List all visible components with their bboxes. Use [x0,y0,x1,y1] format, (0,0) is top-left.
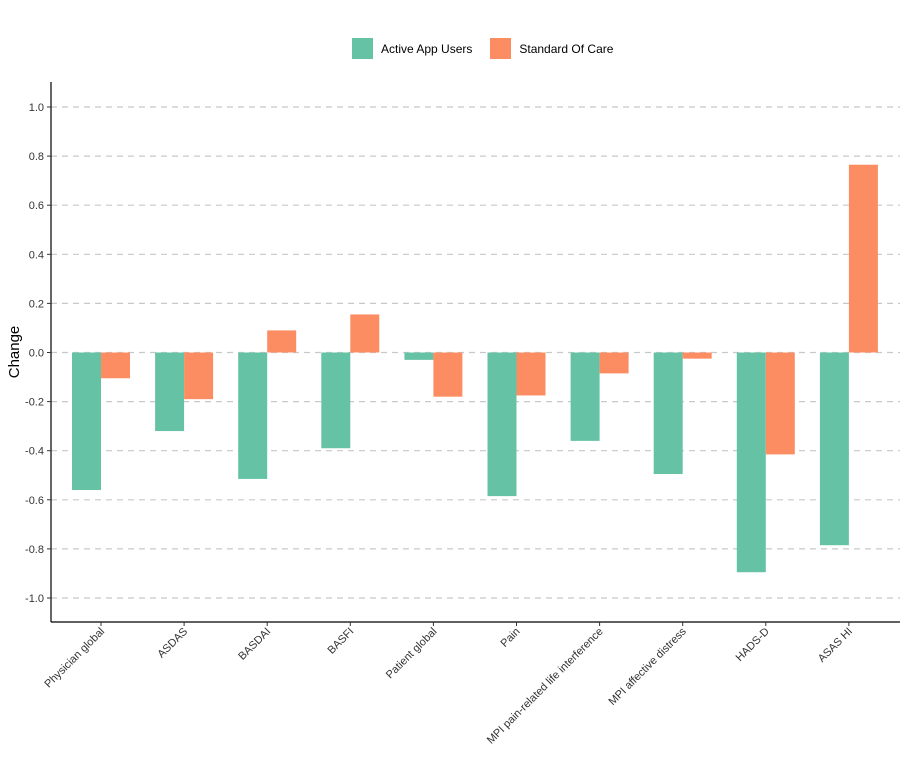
legend-swatch-active-app-users [352,38,373,59]
x-tick-label-basdai: BASDAI [236,626,273,663]
axes [50,82,900,623]
bar-standard-of-care-asdas [184,352,214,400]
x-tick-label-basfi: BASFI [325,626,356,657]
bar-active-app-users-asdas [155,352,185,432]
bar-standard-of-care-physician-global [101,352,130,379]
bar-standard-of-care-mpi-affective-distress [682,352,712,359]
y-tick-label: -0.4 [25,446,44,458]
bar-active-app-users-mpi-pain-related-life-interference [570,352,600,441]
bar-active-app-users-basfi [321,352,351,449]
legend-item-active-app-users: Active App Users [352,38,472,59]
x-tick-label-physician-global: Physician global [42,626,107,691]
bar-active-app-users-hads-d [736,352,766,573]
y-tick-label: 0.4 [29,249,44,261]
bar-standard-of-care-patient-global [433,352,463,397]
bar-standard-of-care-mpi-pain-related-life-interference [599,352,629,374]
legend-label-standard-of-care: Standard Of Care [519,41,614,56]
bar-active-app-users-physician-global [72,352,101,490]
y-tick-label: 0.0 [29,348,44,360]
y-tick-label: -1.0 [25,593,44,605]
legend-item-standard-of-care: Standard Of Care [490,38,613,59]
y-axis-title: Change [6,326,23,379]
bar-standard-of-care-asas-hi [848,164,878,353]
bar-active-app-users-mpi-affective-distress [653,352,683,475]
x-tick-label-asdas: ASDAS [155,626,190,661]
chart-legend: Active App Users Standard Of Care [352,38,615,59]
x-ticks: Physician global ASDAS BASDAI BASFI Patient … [42,622,855,747]
y-tick-label: 0.6 [29,200,44,212]
x-tick-label-patient-global: Patient global [384,626,440,682]
y-tick-label: -0.6 [25,495,44,507]
y-tick-label: -0.2 [25,397,44,409]
bar-active-app-users-pain [487,352,517,497]
bar-standard-of-care-pain [516,352,546,396]
y-tick-label: 0.2 [29,298,44,310]
bar-standard-of-care-basfi [350,314,380,353]
y-tick-label: -0.8 [25,544,44,556]
bar-active-app-users-asas-hi [819,352,849,546]
legend-swatch-standard-of-care [490,38,512,59]
bar-standard-of-care-hads-d [765,352,795,455]
y-tick-label: 0.8 [29,151,44,163]
bar-active-app-users-patient-global [404,352,434,360]
bars [72,164,878,573]
legend-label-active-app-users: Active App Users [381,41,473,56]
x-tick-label-hads-d: HADS-D [734,626,772,664]
x-tick-label-pain: Pain [499,626,523,650]
bar-active-app-users-basdai [238,352,268,479]
x-tick-label-asas-hi: ASAS HI [816,626,855,665]
y-tick-label: 1.0 [29,102,44,114]
y-ticks: 1.0 0.8 0.6 0.4 0.2 0.0 -0.2 -0.4 -0.6 -0.8 -1.0 [25,102,51,605]
x-tick-label-mpi-affective-distress: MPI affective distress [607,625,690,708]
bar-standard-of-care-basdai [267,330,297,353]
